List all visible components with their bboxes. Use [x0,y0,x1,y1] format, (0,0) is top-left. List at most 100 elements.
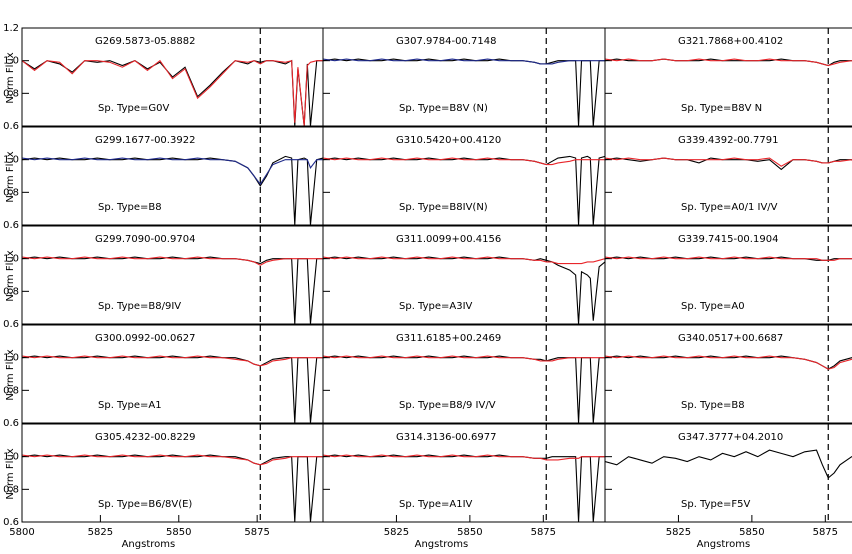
y-axis-label: Norm Flux [5,52,16,103]
spectrum-line [323,58,605,126]
y-tick-label: 0.6 [3,418,19,429]
spectrum-line [323,355,605,423]
x-tick-label: 5825 [666,527,691,538]
panel-title: G311.0099+00.4156 [396,234,501,245]
y-tick-label: 0.6 [3,319,19,330]
x-axis-label: Angstroms [697,539,751,550]
spectrum-line [323,355,605,362]
spectrum-line [22,157,323,186]
panel: G340.0517+00.6687 Sp. Type=B8 [604,324,852,424]
panel-title: G310.5420+00.4120 [396,135,501,146]
panel-title: G311.6185+00.2469 [396,333,501,344]
x-tick-label: 5850 [739,527,764,538]
spectrum-line [22,454,323,466]
panel-frame [604,126,852,226]
y-tick-label: 1.2 [3,23,19,34]
spectrum-line [22,155,323,225]
x-tick-label: 5850 [166,527,191,538]
x-tick-label: 5825 [88,527,113,538]
panel: 0.6 0.8 1.0 5800 5825 5850 5875 Angstroms Norm F… [3,423,324,550]
y-tick-label: 0.8 [3,484,19,495]
y-tick-label: 0.8 [3,88,19,99]
panel: 0.6 0.8 1.0 1.2 Norm Flux G269.5873-05.8882 Sp… [3,23,324,132]
panel-frame [604,27,852,127]
x-tick-label: 5825 [384,527,409,538]
y-tick-label: 0.6 [3,517,19,528]
spectrum-line [22,256,323,324]
spectrum-line [323,58,605,65]
spectrum-line [323,454,605,522]
panel-title: G269.5873-05.8882 [95,36,195,47]
spectrum-line [605,256,852,261]
spectrum-line [22,59,323,126]
panel-title: G307.9784-00.7148 [396,36,496,47]
spectrum-line [605,58,852,67]
spectral-type: Sp. Type=B8V (N) [399,103,488,114]
panel: G307.9784-00.7148 Sp. Type=B8V (N) [322,27,606,127]
spectrum-line [323,155,605,225]
spectrum-line [605,157,852,167]
y-tick-label: 1.0 [3,452,19,463]
panel-frame [604,324,852,424]
spectral-type: Sp. Type=B8V N [681,103,762,114]
panel-title: G314.3136-00.6977 [396,432,496,443]
spectrum-line [22,454,323,522]
panel-frame [604,225,852,325]
y-tick-label: 1.0 [3,254,19,265]
y-axis-label: Norm Flux [5,250,16,301]
spectral-type: Sp. Type=A0 [681,301,745,312]
panel-title: G321.7868+00.4102 [678,36,783,47]
panel-title: G339.7415-00.1904 [678,234,778,245]
y-tick-label: 0.6 [3,220,19,231]
spectral-type: Sp. Type=B8 [98,202,162,213]
spectral-type: Sp. Type=B8 [681,400,745,411]
panel: 5825 5850 5875 Angstroms G347.3777+04.2010 Sp… [604,423,852,550]
spectrum-line [323,157,605,166]
spectrum-line [605,256,852,261]
y-axis-label: Norm Flux [5,151,16,202]
panel: G311.6185+00.2469 Sp. Type=B8/9 IV/V [322,324,606,424]
spectral-type: Sp. Type=B6/8V(E) [98,499,192,510]
spectrum-line [323,454,605,461]
x-axis-label: Angstroms [122,539,176,550]
spectrum-line [22,256,323,266]
spectral-type: Sp. Type=A1IV [399,499,473,510]
panel-frame [604,423,852,523]
y-axis-label: Norm Flux [5,448,16,499]
panel: G310.5420+00.4120 Sp. Type=B8IV(N) [322,126,606,226]
y-tick-label: 1.0 [3,56,19,67]
y-tick-label: 0.6 [3,121,19,132]
panel-title: G339.4392-00.7791 [678,135,778,146]
panel-title: G340.0517+00.6687 [678,333,783,344]
spectrum-line [605,157,852,171]
panel: G339.7415-00.1904 Sp. Type=A0 [604,225,852,325]
spectrum-line [323,256,605,324]
y-tick-label: 0.8 [3,385,19,396]
spectrum-line [605,355,852,370]
x-tick-label: 5875 [813,527,838,538]
panel: G321.7868+00.4102 Sp. Type=B8V N [604,27,852,127]
spectral-type: Sp. Type=B8/9 IV/V [399,400,496,411]
spectrum-line [22,59,323,126]
y-axis-label: Norm Flux [5,349,16,400]
spectrum-line [605,355,852,370]
spectrum-line [22,355,323,423]
spectral-type: Sp. Type=G0V [98,103,170,114]
x-axis-label: Angstroms [415,539,469,550]
x-tick-label: 5875 [531,527,556,538]
panel-title: G347.3777+04.2010 [678,432,783,443]
spectrum-line [323,256,605,265]
y-tick-label: 0.8 [3,286,19,297]
x-tick-label: 5850 [457,527,482,538]
spectral-type: Sp. Type=B8IV(N) [399,202,488,213]
panel-title: G305.4232-00.8229 [95,432,195,443]
x-tick-label: 5875 [244,527,269,538]
panel-title: G300.0992-00.0627 [95,333,195,344]
x-tick-label: 5800 [9,527,34,538]
panel: G311.0099+00.4156 Sp. Type=A3IV [322,225,606,325]
panel: 5825 5850 5875 Angstroms G314.3136-00.6977 Sp… [322,423,606,550]
